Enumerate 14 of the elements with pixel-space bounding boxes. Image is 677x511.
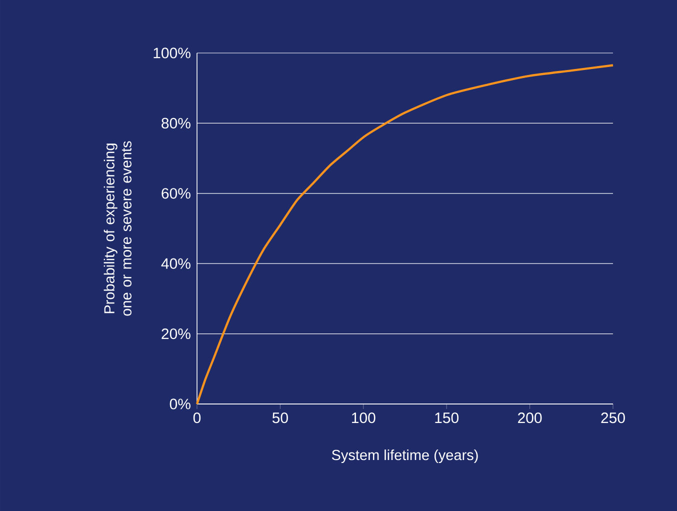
y-tick-label: 0% — [170, 398, 190, 410]
y-axis-title: Probability of experiencing one or more severe events — [104, 141, 132, 316]
y-tick-label: 40% — [161, 258, 190, 269]
y-tick-label: 80% — [162, 118, 190, 128]
x-axis-title: System lifetime (years) — [332, 450, 478, 464]
y-tick-label: 60% — [162, 188, 190, 199]
x-tick-label: 250 — [601, 412, 625, 424]
x-tick-label: 0 — [193, 412, 201, 424]
x-tick-label: 200 — [518, 412, 542, 424]
y-tick-label: 20% — [162, 328, 190, 340]
x-tick-label: 100 — [352, 412, 376, 424]
y-tick-label: 100% — [154, 48, 190, 58]
x-tick-label: 150 — [435, 412, 459, 424]
x-tick-label: 50 — [272, 412, 288, 424]
